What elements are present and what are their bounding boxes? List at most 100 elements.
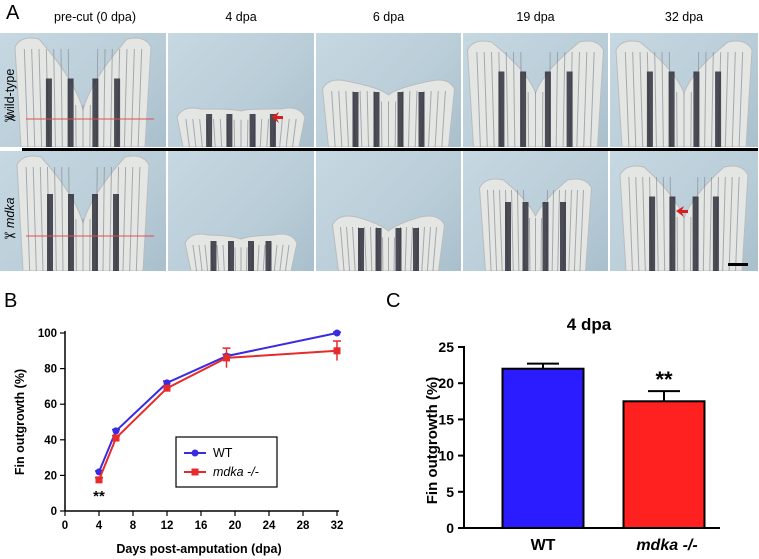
- fin-ray: [54, 166, 57, 271]
- data-point: [112, 434, 120, 442]
- data-point: [333, 347, 341, 355]
- fin-ray: [517, 189, 520, 271]
- fin-ray: [421, 226, 425, 271]
- pigment-stripe: [352, 92, 359, 147]
- panel-c-bar-chart: 4 dpa 0 5 10 15 20 25 Fin outgrowth (%) WT mdka -…: [424, 315, 720, 554]
- fin-ray: [711, 51, 714, 147]
- fin-ray: [216, 244, 220, 271]
- x-tick-label: 20: [229, 520, 242, 532]
- pigment-stripe: [269, 114, 276, 147]
- fin-photo-r0-c4: [610, 33, 758, 147]
- fin-illustration: [176, 107, 306, 147]
- fin-ray: [266, 118, 270, 147]
- panel-b-line-chart: 0 20 40 60 80 100 0 4 8 12 16 20 24 28 32 Days post-amp…: [13, 328, 343, 556]
- significance-marker: **: [655, 367, 673, 392]
- pigment-stripe: [358, 228, 364, 271]
- legend: WT mdka -/-: [175, 436, 278, 488]
- fin-ray: [122, 166, 127, 271]
- fin-ray: [192, 118, 197, 147]
- y-tick-label: 60: [44, 399, 57, 411]
- fin-ray: [642, 176, 646, 271]
- legend-swatch-marker: [191, 449, 199, 457]
- fin-illustration: [321, 79, 456, 147]
- scissors-icon: ✂: [4, 228, 17, 245]
- fin-ray: [513, 51, 516, 147]
- fin-ray: [476, 51, 481, 147]
- fin-ray: [137, 48, 143, 147]
- fin-ray: [364, 226, 367, 271]
- fin-ray: [579, 189, 584, 271]
- series-mdka: [95, 340, 341, 484]
- x-tick-label: 28: [297, 520, 310, 532]
- fin-ray: [185, 118, 190, 147]
- chart-title: 4 dpa: [567, 315, 612, 334]
- fin-ray: [331, 90, 336, 147]
- fin-ray: [662, 176, 666, 271]
- fin-ray: [632, 51, 637, 147]
- fin-ray: [724, 51, 729, 147]
- data-point: [223, 354, 230, 362]
- data-point: [163, 384, 171, 392]
- fin-ray: [53, 48, 56, 147]
- pigment-stripe: [692, 196, 699, 271]
- fin-illustration: [615, 40, 753, 147]
- fin-ray: [285, 118, 290, 147]
- data-point: [95, 476, 103, 484]
- fin-ray: [370, 226, 373, 271]
- fin-illustration: ✂: [4, 155, 154, 271]
- column-title-0: pre-cut (0 dpa): [54, 10, 136, 24]
- y-tick-label: 80: [44, 364, 57, 376]
- panel-c-letter: C: [386, 290, 401, 312]
- panel-a-row-divider: [22, 148, 758, 151]
- fin-ray: [60, 48, 63, 147]
- fin-ray: [23, 48, 29, 147]
- category-label: WT: [531, 537, 556, 554]
- fin-ray: [262, 244, 266, 271]
- fin-ray: [366, 90, 369, 147]
- column-title-4: 32 dpa: [664, 10, 704, 24]
- fin-ray: [257, 244, 260, 271]
- fin-ray: [493, 189, 498, 271]
- fin-ray: [505, 51, 509, 147]
- x-tick-label: 0: [62, 520, 68, 532]
- y-tick-label: 10: [438, 448, 454, 464]
- fin-ray: [279, 244, 284, 271]
- fin-ray: [192, 244, 198, 271]
- legend-swatch-marker: [191, 468, 199, 476]
- fin-illustration: [466, 40, 605, 147]
- fin-ray: [39, 166, 44, 271]
- y-tick-label: 40: [44, 435, 57, 447]
- fin-photo-r1-c4: [610, 151, 758, 271]
- pigment-stripe: [206, 114, 213, 147]
- fin-photo-r0-c0: ✂: [0, 33, 166, 147]
- fin-ray: [635, 176, 640, 271]
- panel-a-letter: A: [6, 2, 20, 24]
- fin-ray: [284, 244, 290, 271]
- fin-ray: [346, 226, 351, 271]
- pigment-stripe: [67, 78, 74, 147]
- fin-illustration: ✂: [4, 37, 154, 147]
- fin-ray: [110, 48, 113, 147]
- y-tick-label: 20: [438, 375, 454, 391]
- pigment-stripe: [375, 228, 382, 271]
- row-label-1: mdka: [3, 197, 17, 228]
- fin-ray: [219, 118, 223, 147]
- fin-ray: [491, 51, 495, 147]
- fin-ray: [432, 226, 437, 271]
- data-point: [333, 329, 341, 337]
- fin-ray: [551, 189, 554, 271]
- fin-ray: [655, 176, 659, 271]
- pigment-stripe: [113, 194, 119, 271]
- fin-photo-r1-c1: [168, 151, 314, 271]
- fin-ray: [590, 51, 595, 147]
- y-tick-label: 20: [44, 470, 57, 482]
- fin-ray: [728, 176, 733, 271]
- fin-ray: [25, 166, 31, 271]
- x-tick-label: 16: [195, 520, 208, 532]
- y-axis-label: Fin outgrowth (%): [424, 377, 441, 504]
- fin-ray: [103, 48, 106, 147]
- red-arrow-icon: [676, 206, 688, 217]
- fin-photo-r0-c1: [168, 33, 314, 147]
- fin-ray: [199, 118, 203, 147]
- y-tick-label: 0: [51, 506, 57, 518]
